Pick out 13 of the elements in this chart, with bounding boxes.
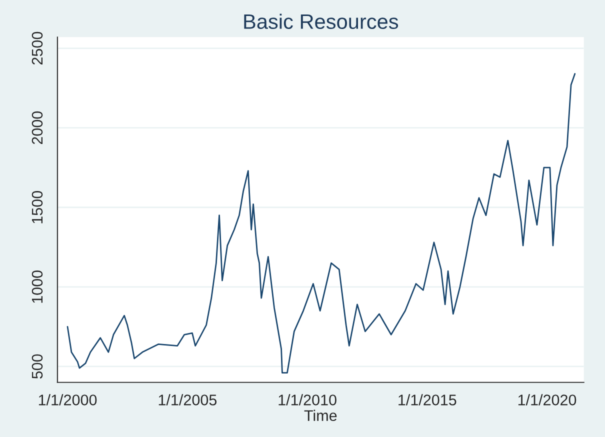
x-tick-label: 1/1/2005 bbox=[158, 394, 217, 406]
y-tick-label: 500 bbox=[32, 354, 43, 379]
line-series bbox=[66, 73, 576, 374]
x-axis-title: Time bbox=[304, 410, 337, 422]
y-tick-label: 1500 bbox=[32, 190, 43, 224]
y-tick-label: 2000 bbox=[32, 111, 43, 144]
x-tick-label: 1/1/2010 bbox=[278, 394, 336, 406]
y-tick-label: 2500 bbox=[32, 32, 43, 65]
x-tick-label: 1/1/2000 bbox=[38, 394, 97, 406]
x-tick-label: 1/1/2020 bbox=[518, 394, 576, 406]
y-tick-label: 1000 bbox=[32, 270, 43, 303]
x-tick-label: 1/1/2015 bbox=[398, 394, 456, 406]
chart-title: Basic Resources bbox=[244, 14, 398, 30]
